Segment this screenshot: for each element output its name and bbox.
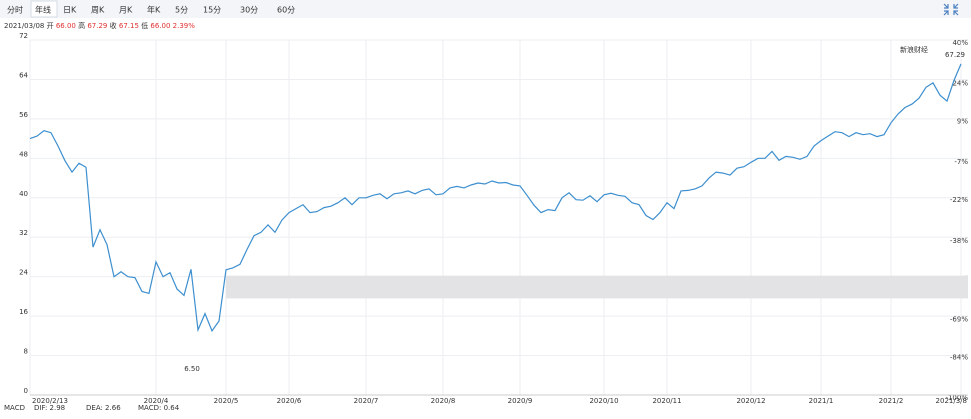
y-tick-label: 40	[19, 190, 28, 198]
y-tick-label: 56	[19, 111, 28, 119]
x-tick-label: 2020/7	[354, 397, 379, 405]
x-tick-label: 2021/2	[879, 397, 904, 405]
y-tick-label: 72	[19, 32, 28, 40]
tab[interactable]: 15分	[203, 6, 221, 15]
y-tick-label: 0	[24, 387, 28, 395]
tab[interactable]: 5分	[175, 6, 188, 15]
info-label: 开	[47, 22, 54, 30]
shaded-range	[226, 275, 968, 299]
y2-tick-label: 24%	[952, 80, 968, 88]
info-label: 高	[78, 21, 85, 30]
tab[interactable]: 60分	[277, 6, 295, 15]
y2-tick-label: -84%	[950, 353, 968, 361]
y2-tick-label: -38%	[950, 237, 968, 245]
macd-item: DEA: 2.66	[86, 404, 121, 412]
y-tick-label: 24	[19, 269, 28, 277]
tab[interactable]: 日K	[63, 6, 77, 15]
y2-tick-label: -22%	[950, 196, 968, 204]
x-tick-label: 2020/8	[431, 397, 456, 405]
y-tick-label: 32	[19, 229, 28, 237]
info-value: 66.00	[150, 22, 170, 30]
x-tick-label: 2020/4	[144, 397, 169, 405]
x-tick-label: 2021/1	[809, 397, 834, 405]
macd-item: MACD: 0.64	[138, 404, 180, 412]
price-line	[29, 63, 962, 333]
info-value: 67.15	[119, 22, 139, 30]
x-tick-label: 2020/6	[277, 397, 302, 405]
tab[interactable]: 年K	[147, 5, 161, 15]
y2-tick-label: -69%	[950, 315, 968, 323]
tab[interactable]: 周K	[91, 6, 105, 15]
x-tick-label: 2020/9	[508, 397, 533, 405]
x-tick-label: 2020/2/13	[32, 397, 68, 405]
y2-tick-label: 9%	[957, 118, 968, 126]
change: 2.39%	[173, 22, 196, 30]
toolbar	[0, 0, 971, 18]
info-value: 66.00	[56, 22, 76, 30]
info-label: 收	[110, 21, 117, 30]
x-tick-label: 2020/12	[736, 397, 765, 405]
fullscreen-icon[interactable]	[943, 3, 959, 16]
y2-tick-label: -100%	[945, 394, 968, 402]
x-tick-label: 2020/11	[652, 397, 681, 405]
x-tick-label: 2021/3/8	[936, 397, 967, 405]
tab[interactable]: 年线	[35, 5, 51, 15]
date: 2021/03/08	[4, 22, 44, 30]
macd-label: MACD	[4, 404, 25, 412]
info-line: 2021/03/08 开 66.00 高 67.29 收 67.15 低 66.…	[4, 21, 195, 30]
active-tab-bg	[30, 0, 58, 18]
tab[interactable]: 30分	[240, 6, 258, 15]
y2-tick-label: 40%	[952, 39, 968, 47]
y-tick-label: 64	[19, 71, 28, 79]
tab[interactable]: 分时	[7, 5, 23, 15]
x-tick-label: 2020/5	[214, 397, 239, 405]
info-value: 67.29	[87, 22, 107, 30]
macd-item: DIF: 2.98	[34, 404, 65, 412]
watermark: 新浪财经	[900, 45, 928, 54]
info-label: 低	[141, 21, 148, 30]
tab[interactable]: 月K	[119, 6, 133, 15]
y-tick-label: 16	[19, 308, 28, 316]
annotation: 67.29	[945, 51, 965, 59]
y-tick-label: 8	[24, 348, 28, 356]
annotation: 6.50	[184, 365, 200, 373]
x-tick-label: 2020/10	[589, 397, 618, 405]
y-tick-label: 48	[19, 150, 28, 158]
